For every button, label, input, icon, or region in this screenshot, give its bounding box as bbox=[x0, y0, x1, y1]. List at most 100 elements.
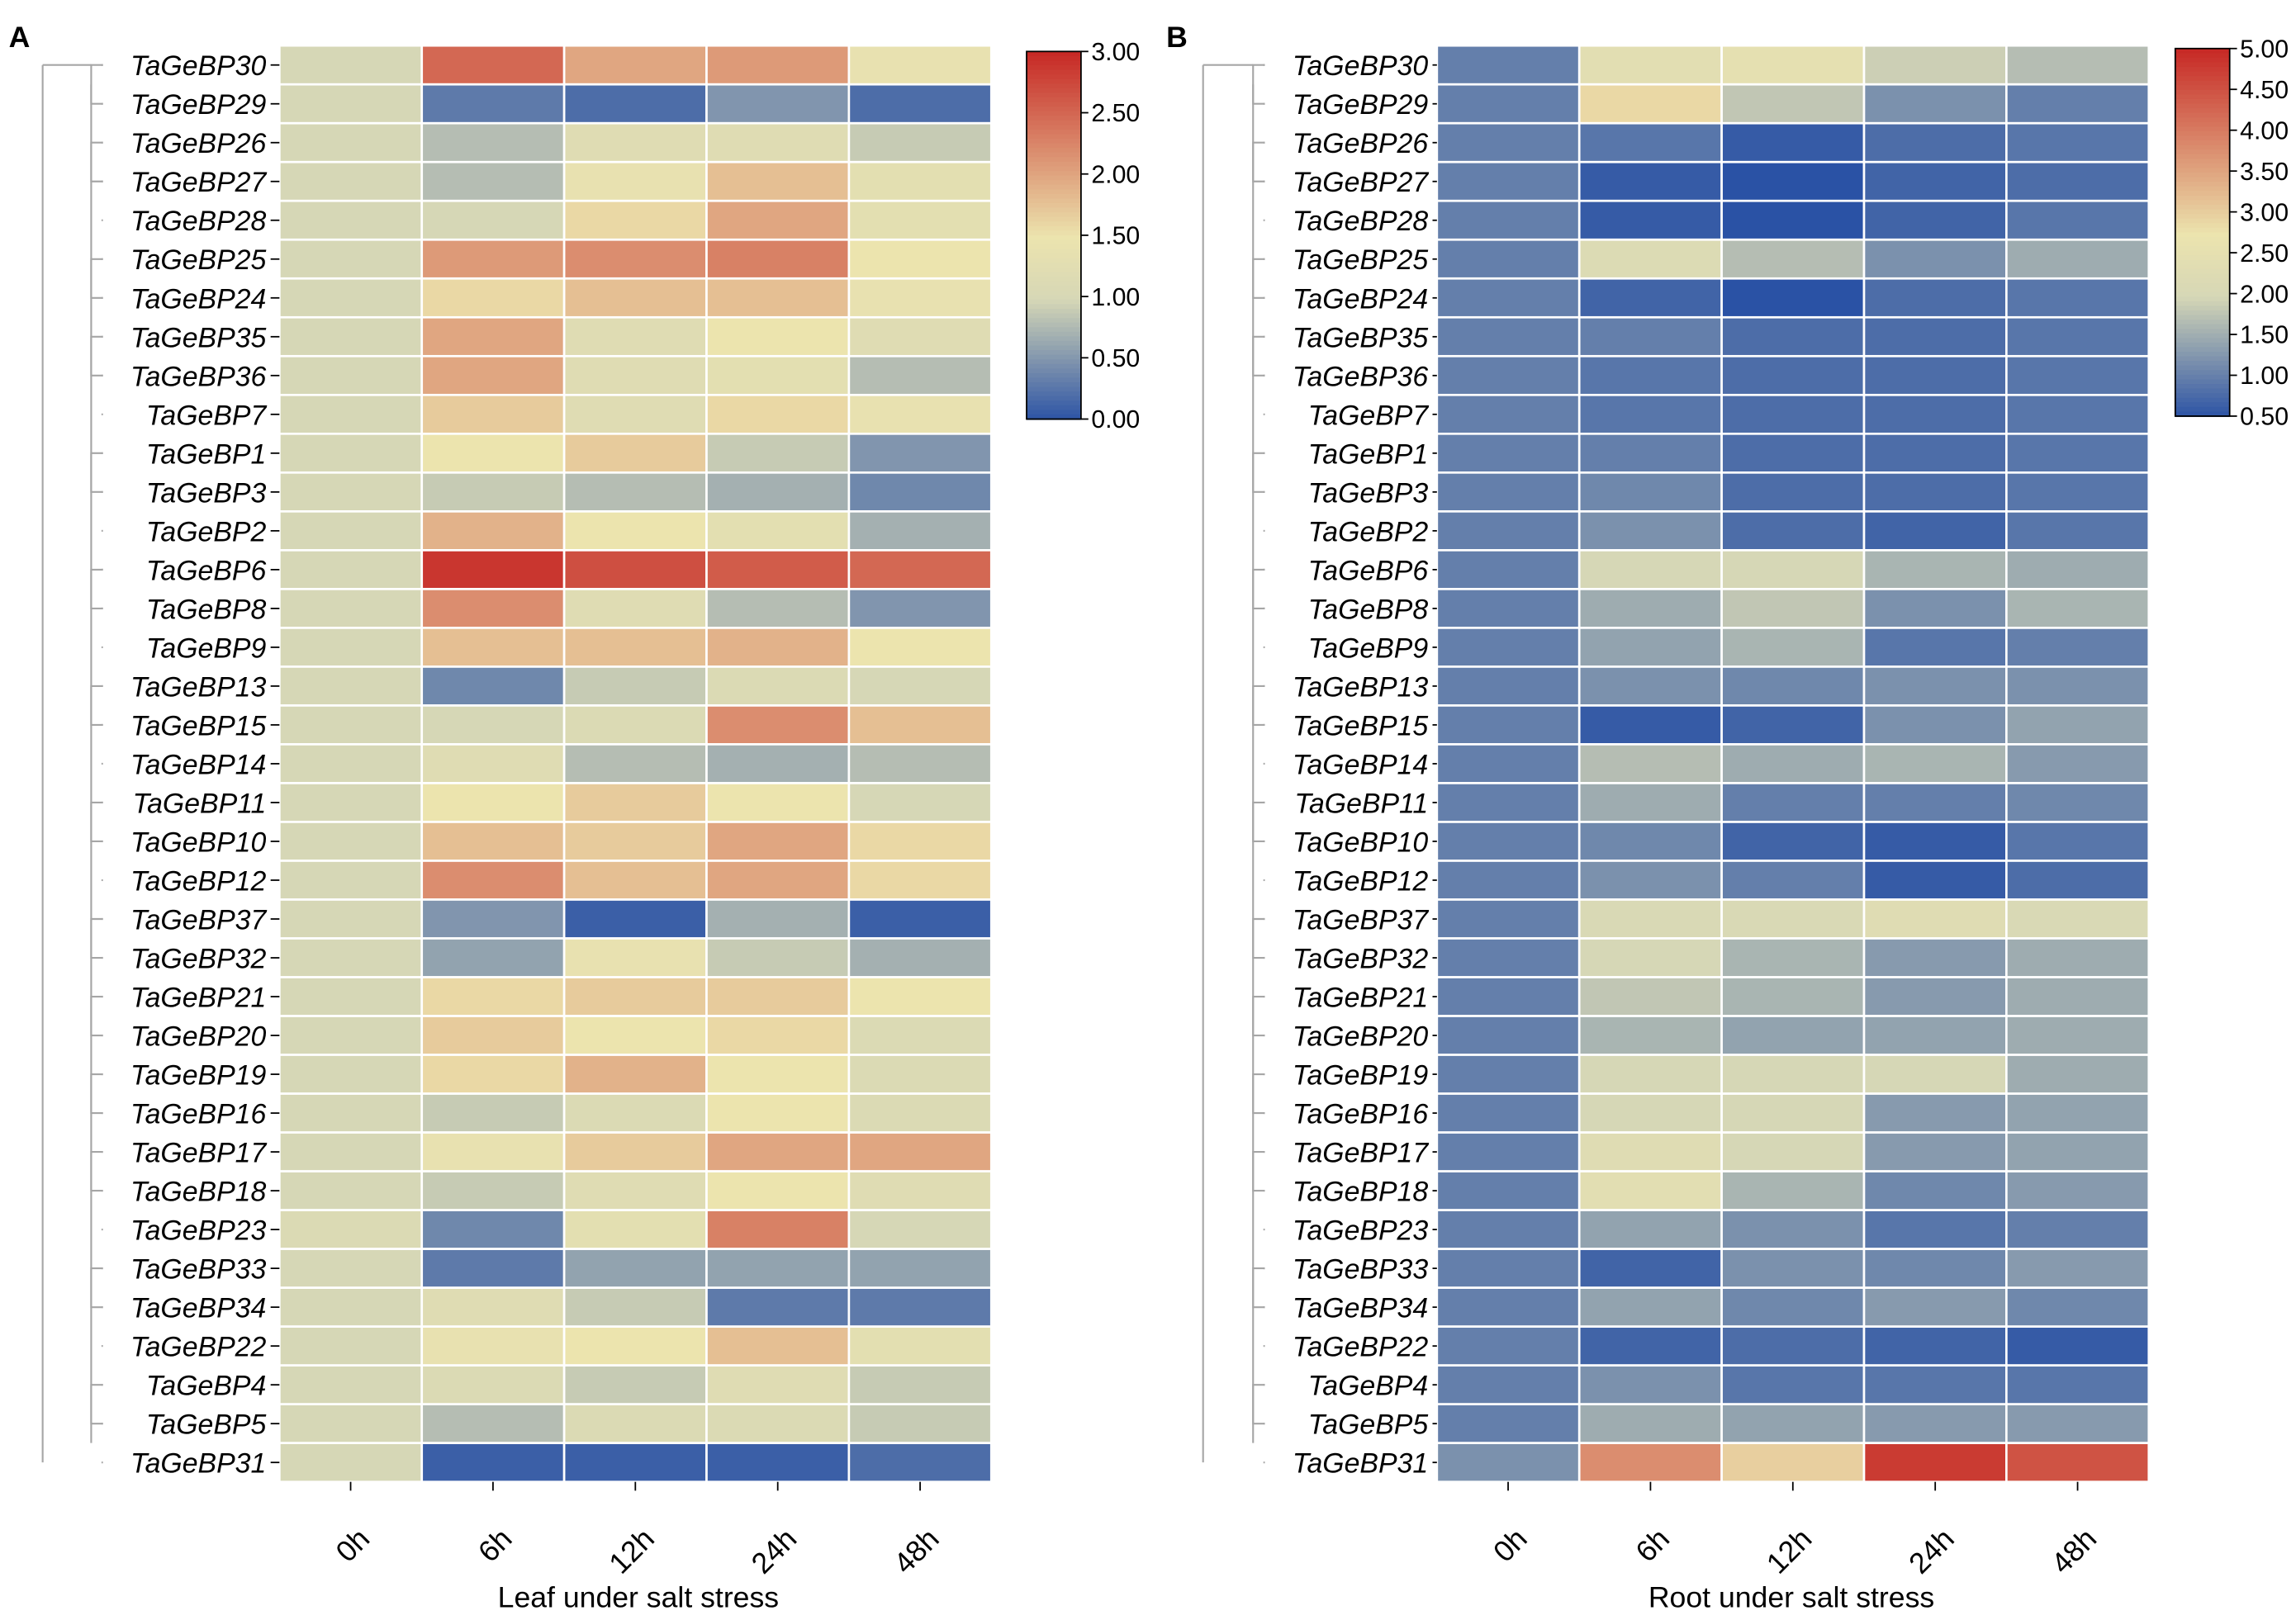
gene-label: TaGeBP26 bbox=[1293, 128, 1428, 159]
heatmap-cell bbox=[847, 860, 993, 901]
heatmap-cell bbox=[1577, 1325, 1723, 1367]
colorbar-segment bbox=[2175, 365, 2230, 372]
gene-label: TaGeBP15 bbox=[130, 710, 266, 741]
heatmap-cell bbox=[705, 1131, 851, 1172]
colorbar-segment bbox=[1026, 111, 1081, 117]
colorbar-segment bbox=[1026, 166, 1081, 173]
colorbar-segment bbox=[2175, 315, 2230, 321]
colorbar-segment bbox=[2175, 259, 2230, 266]
heatmap-cell bbox=[278, 471, 424, 513]
heatmap-cell bbox=[847, 1364, 993, 1405]
heatmap-cell bbox=[562, 44, 708, 86]
heatmap-cell bbox=[562, 860, 708, 901]
gene-label: TaGeBP16 bbox=[1293, 1099, 1428, 1130]
heatmap-cell bbox=[562, 588, 708, 629]
heatmap-cell bbox=[278, 160, 424, 202]
heatmap-cell bbox=[278, 821, 424, 862]
heatmap-cell bbox=[278, 1131, 424, 1172]
dendrogram-branch bbox=[90, 1384, 103, 1425]
heatmap-cell bbox=[1862, 1131, 2008, 1172]
heatmap-cell bbox=[278, 1170, 424, 1211]
heatmap-cell bbox=[1577, 666, 1723, 707]
heatmap-cell bbox=[2005, 121, 2151, 163]
heatmap-cell bbox=[1720, 433, 1866, 474]
heatmap-cell bbox=[1862, 1442, 2008, 1484]
gene-label: TaGeBP27 bbox=[130, 167, 267, 198]
gene-label: TaGeBP23 bbox=[130, 1215, 266, 1247]
colorbar-segment bbox=[2175, 301, 2230, 307]
heatmap-cell bbox=[1435, 160, 1581, 202]
colorbar-tick-label: 1.50 bbox=[1091, 223, 1140, 250]
colorbar-segment bbox=[1026, 249, 1081, 255]
colorbar-segment bbox=[1026, 216, 1081, 223]
gene-label: TaGeBP25 bbox=[130, 244, 266, 276]
dendrogram-branch bbox=[90, 1151, 103, 1192]
colorbar-segment bbox=[1026, 74, 1081, 80]
heatmap-cell bbox=[847, 83, 993, 125]
heatmap-cell bbox=[705, 433, 851, 474]
heatmap-cell bbox=[1720, 1325, 1866, 1367]
colorbar-segment bbox=[2175, 232, 2230, 238]
heatmap-cell bbox=[847, 510, 993, 552]
panel-a: A TaGeBP30TaGeBP29TaGeBP26TaGeBP27TaGeBP… bbox=[9, 21, 1141, 1613]
colorbar-segment bbox=[1026, 340, 1081, 347]
heatmap-cell bbox=[2005, 315, 2151, 358]
heatmap-cell bbox=[562, 160, 708, 202]
colorbar-frame bbox=[1026, 50, 1082, 420]
heatmap-cell bbox=[705, 937, 851, 978]
dendrogram-branch bbox=[90, 258, 103, 299]
heatmap-cell bbox=[1435, 588, 1581, 629]
time-labels: 0h 6h 12h 24h 48h bbox=[330, 1481, 946, 1580]
heatmap-cell bbox=[1862, 743, 2008, 784]
heatmap-cell bbox=[1862, 782, 2008, 823]
heatmap-cell bbox=[562, 1092, 708, 1134]
colorbar-segment bbox=[2175, 144, 2230, 151]
colorbar-segment bbox=[2175, 85, 2230, 91]
colorbar-segment bbox=[1026, 318, 1081, 324]
heatmap-cell bbox=[420, 782, 566, 823]
heatmap-cell bbox=[420, 976, 566, 1017]
colorbar-segment bbox=[1026, 299, 1081, 306]
heatmap-cell bbox=[2005, 160, 2151, 202]
colorbar-segment bbox=[2175, 94, 2230, 101]
colorbar-segment bbox=[1026, 267, 1081, 273]
heatmap-cell bbox=[278, 315, 424, 358]
colorbar: 0.50 1.00 1.50 2.00 2.50 3.00 3.50 4.00 4.50 5.00 bbox=[2174, 36, 2289, 431]
heatmap-cell bbox=[278, 1403, 424, 1445]
heatmap-cell bbox=[847, 1054, 993, 1095]
colorbar-segment bbox=[2175, 310, 2230, 316]
colorbar-segment bbox=[2175, 324, 2230, 330]
colorbar-segment bbox=[2175, 182, 2230, 187]
heatmap-cell bbox=[1862, 549, 2008, 590]
heatmap-cell bbox=[2005, 821, 2151, 862]
colorbar-tick-label: 1.00 bbox=[2240, 362, 2289, 390]
colorbar-segment bbox=[2175, 62, 2230, 69]
heatmap-cell bbox=[1435, 277, 1581, 319]
colorbar-segment bbox=[1026, 345, 1081, 352]
colorbar-segment bbox=[2175, 250, 2230, 257]
dendrogram-branch bbox=[90, 452, 103, 493]
colorbar-segment bbox=[1026, 202, 1081, 209]
colorbar-segment bbox=[1026, 97, 1081, 103]
heatmap-cell bbox=[1862, 704, 2008, 746]
colorbar-segment bbox=[1026, 221, 1081, 227]
heatmap-cell bbox=[1720, 549, 1866, 590]
heatmap-cell bbox=[420, 393, 566, 435]
gene-label: TaGeBP13 bbox=[130, 671, 266, 703]
gene-label: TaGeBP36 bbox=[1293, 361, 1428, 392]
gene-label: TaGeBP21 bbox=[130, 982, 266, 1013]
heatmap-cell bbox=[1435, 510, 1581, 552]
colorbar-segment bbox=[2175, 273, 2230, 280]
heatmap-cell bbox=[1435, 782, 1581, 823]
colorbar-segment bbox=[1026, 377, 1081, 384]
heatmap-cell bbox=[420, 588, 566, 629]
heatmap-cell bbox=[1435, 666, 1581, 707]
heatmap-cell bbox=[562, 782, 708, 823]
heatmap-cell bbox=[420, 354, 566, 396]
heatmap-cell bbox=[847, 238, 993, 280]
heatmap-cell bbox=[1720, 976, 1866, 1017]
heatmap-cell bbox=[1435, 315, 1581, 358]
heatmap-cell bbox=[420, 1248, 566, 1289]
colorbar-segment bbox=[2175, 168, 2230, 174]
heatmap-cell bbox=[847, 393, 993, 435]
